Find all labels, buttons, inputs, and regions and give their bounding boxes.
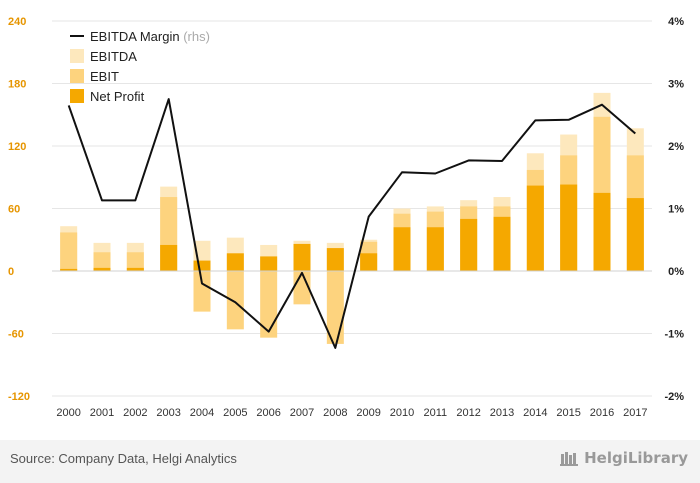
y-tick-left: 240 — [8, 16, 26, 28]
bar-net-profit — [426, 227, 444, 271]
y-tick-right: 4% — [668, 16, 684, 28]
bar-net-profit — [393, 227, 411, 271]
x-tick-label: 2000 — [56, 407, 80, 419]
x-tick-label: 2017 — [623, 407, 647, 419]
legend-swatch — [70, 89, 84, 103]
y-tick-left: 0 — [8, 266, 14, 278]
bar-ebit — [260, 271, 278, 338]
bar-net-profit — [626, 198, 644, 271]
margin-line — [67, 98, 636, 349]
bar-net-profit — [93, 267, 111, 271]
bar-net-profit — [493, 216, 511, 271]
y-tick-left: 120 — [8, 141, 26, 153]
bar-net-profit — [593, 192, 611, 271]
bars — [60, 92, 644, 344]
y-tick-right: -2% — [664, 391, 684, 403]
bar-net-profit — [193, 260, 211, 271]
library-logo-icon — [560, 452, 579, 466]
bar-ebit — [60, 232, 78, 271]
x-tick-label: 2001 — [90, 407, 114, 419]
legend-swatch — [70, 49, 84, 63]
y-tick-left: -60 — [8, 329, 24, 341]
axis-ticks: 240 4% 180 3% 120 2% 60 1% 0 0% -60 -1% -120 -2% 2000 2… — [8, 16, 684, 419]
x-tick-label: 2002 — [123, 407, 147, 419]
bar-net-profit — [226, 253, 244, 271]
bar-net-profit — [293, 243, 311, 271]
chart-svg: 240 4% 180 3% 120 2% 60 1% 0 0% -60 -1% -120 -2% 2000 2… — [8, 16, 684, 419]
x-tick-label: 2009 — [356, 407, 380, 419]
bar-net-profit — [360, 253, 378, 271]
bar-net-profit — [460, 218, 478, 271]
x-tick-label: 2015 — [556, 407, 580, 419]
legend-label: Net Profit — [90, 89, 145, 104]
x-tick-label: 2004 — [190, 407, 214, 419]
x-tick-label: 2007 — [290, 407, 314, 419]
x-tick-label: 2016 — [590, 407, 614, 419]
series-line-ebitda-margin — [67, 98, 636, 349]
x-tick-label: 2005 — [223, 407, 247, 419]
legend-note: (rhs) — [180, 29, 210, 44]
y-tick-right: 3% — [668, 79, 684, 91]
legend-label: EBITDA Margin (rhs) — [90, 29, 210, 44]
bar-net-profit — [326, 248, 344, 271]
legend-label: EBITDA — [90, 49, 137, 64]
y-tick-right: 2% — [668, 141, 684, 153]
x-tick-label: 2012 — [456, 407, 480, 419]
legend-swatch — [70, 69, 84, 83]
y-tick-left: 60 — [8, 204, 20, 216]
x-tick-label: 2011 — [424, 407, 448, 419]
x-tick-label: 2013 — [490, 407, 514, 419]
footer: Source: Company Data, Helgi Analytics He… — [0, 440, 700, 483]
x-tick-label: 2010 — [390, 407, 414, 419]
legend-label: EBIT — [90, 69, 119, 84]
x-tick-label: 2003 — [156, 407, 180, 419]
legend: EBITDA Margin (rhs) EBITDA EBIT Net Profit — [70, 29, 210, 104]
brand-name: HelgiLibrary — [584, 449, 688, 467]
bar-net-profit — [260, 256, 278, 271]
bar-ebit — [93, 252, 111, 271]
bar-net-profit — [126, 267, 144, 271]
bar-net-profit — [160, 244, 178, 271]
y-tick-right: 1% — [668, 204, 684, 216]
bar-net-profit — [526, 185, 544, 271]
y-tick-left: 180 — [8, 79, 26, 91]
bar-ebit — [326, 271, 344, 344]
y-tick-right: -1% — [664, 329, 684, 341]
source-note: Source: Company Data, Helgi Analytics — [10, 451, 237, 466]
brand-logo: HelgiLibrary — [560, 449, 688, 467]
x-tick-label: 2006 — [256, 407, 280, 419]
bar-ebit — [226, 271, 244, 330]
bar-net-profit — [560, 184, 578, 271]
bar-ebit — [193, 271, 211, 312]
bar-ebit — [126, 252, 144, 271]
y-tick-right: 0% — [668, 266, 684, 278]
x-tick-label: 2014 — [523, 407, 547, 419]
x-tick-label: 2008 — [323, 407, 347, 419]
y-tick-left: -120 — [8, 391, 30, 403]
bar-net-profit — [60, 268, 78, 271]
